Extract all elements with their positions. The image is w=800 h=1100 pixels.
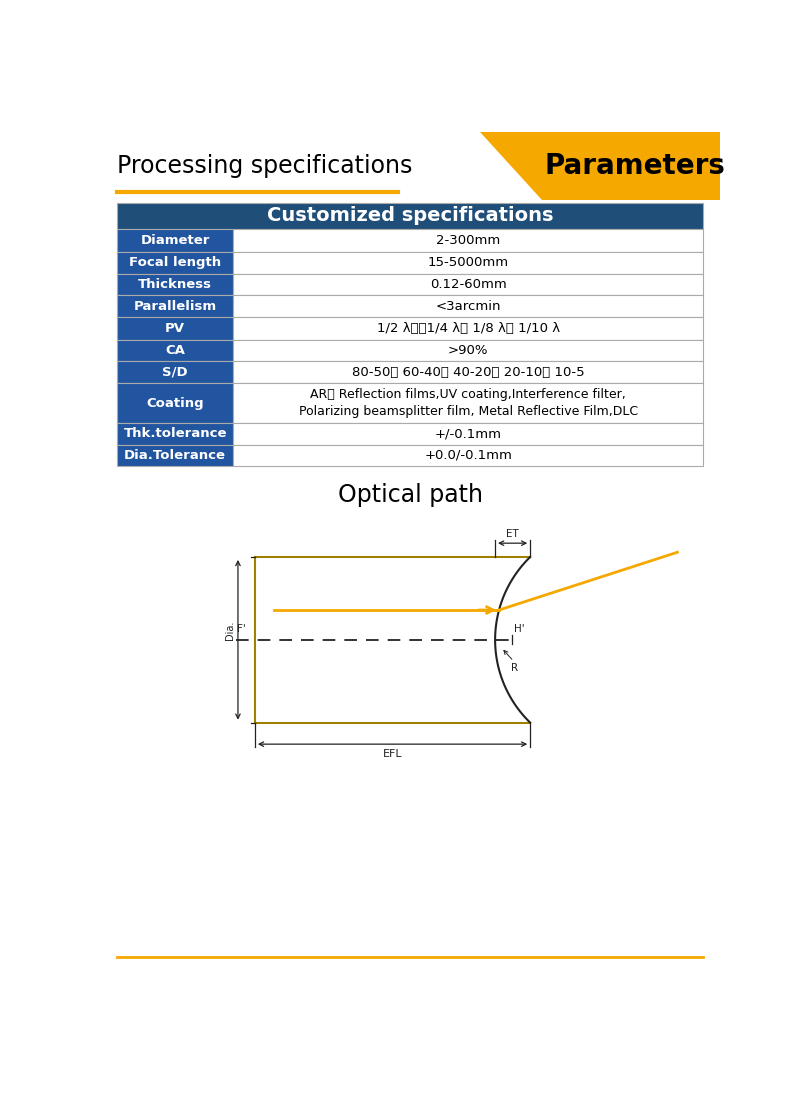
Text: CA: CA <box>166 344 185 358</box>
Text: <3arcmin: <3arcmin <box>435 299 501 312</box>
FancyBboxPatch shape <box>234 274 703 295</box>
Text: AR、 Reflection films,UV coating,Interference filter,
Polarizing beamsplitter fil: AR、 Reflection films,UV coating,Interfer… <box>298 388 638 418</box>
FancyBboxPatch shape <box>234 362 703 383</box>
Text: Thickness: Thickness <box>138 278 212 292</box>
Text: F': F' <box>237 625 246 635</box>
FancyBboxPatch shape <box>117 202 703 229</box>
FancyBboxPatch shape <box>117 340 234 362</box>
Polygon shape <box>480 132 720 200</box>
Text: +/-0.1mm: +/-0.1mm <box>434 427 502 440</box>
FancyBboxPatch shape <box>234 229 703 252</box>
FancyBboxPatch shape <box>234 295 703 317</box>
Text: Parallelism: Parallelism <box>134 299 217 312</box>
Text: 15-5000mm: 15-5000mm <box>427 256 509 270</box>
FancyBboxPatch shape <box>234 252 703 274</box>
Text: +0.0/-0.1mm: +0.0/-0.1mm <box>424 449 512 462</box>
Text: PV: PV <box>165 322 185 334</box>
Text: 80-50、 60-40、 40-20、 20-10、 10-5: 80-50、 60-40、 40-20、 20-10、 10-5 <box>352 365 585 378</box>
FancyBboxPatch shape <box>117 444 234 466</box>
Text: S/D: S/D <box>162 365 188 378</box>
FancyBboxPatch shape <box>117 424 234 444</box>
FancyBboxPatch shape <box>117 295 234 317</box>
Text: Dia.: Dia. <box>225 620 235 640</box>
FancyBboxPatch shape <box>234 383 703 424</box>
Text: Customized specifications: Customized specifications <box>266 207 554 226</box>
Text: 0.12-60mm: 0.12-60mm <box>430 278 506 292</box>
Text: Focal length: Focal length <box>129 256 222 270</box>
Text: Coating: Coating <box>146 396 204 409</box>
Text: Diameter: Diameter <box>141 234 210 248</box>
Text: Dia.Tolerance: Dia.Tolerance <box>124 449 226 462</box>
FancyBboxPatch shape <box>117 229 234 252</box>
Text: H': H' <box>514 625 524 635</box>
Text: >90%: >90% <box>448 344 488 358</box>
Text: ET: ET <box>506 529 519 539</box>
FancyBboxPatch shape <box>117 274 234 295</box>
FancyBboxPatch shape <box>117 317 234 340</box>
FancyBboxPatch shape <box>234 424 703 444</box>
FancyBboxPatch shape <box>117 383 234 424</box>
Text: R: R <box>510 663 518 673</box>
FancyBboxPatch shape <box>117 252 234 274</box>
Text: Parameters: Parameters <box>544 152 725 180</box>
FancyBboxPatch shape <box>234 317 703 340</box>
Text: EFL: EFL <box>382 749 402 759</box>
Text: Processing specifications: Processing specifications <box>117 154 413 178</box>
Text: 2-300mm: 2-300mm <box>436 234 500 248</box>
FancyBboxPatch shape <box>117 362 234 383</box>
Text: Thk.tolerance: Thk.tolerance <box>123 427 227 440</box>
FancyBboxPatch shape <box>234 444 703 466</box>
Text: 1/2 λ、、1/4 λ、 1/8 λ、 1/10 λ: 1/2 λ、、1/4 λ、 1/8 λ、 1/10 λ <box>377 322 560 334</box>
Text: Optical path: Optical path <box>338 483 482 507</box>
FancyBboxPatch shape <box>234 340 703 362</box>
